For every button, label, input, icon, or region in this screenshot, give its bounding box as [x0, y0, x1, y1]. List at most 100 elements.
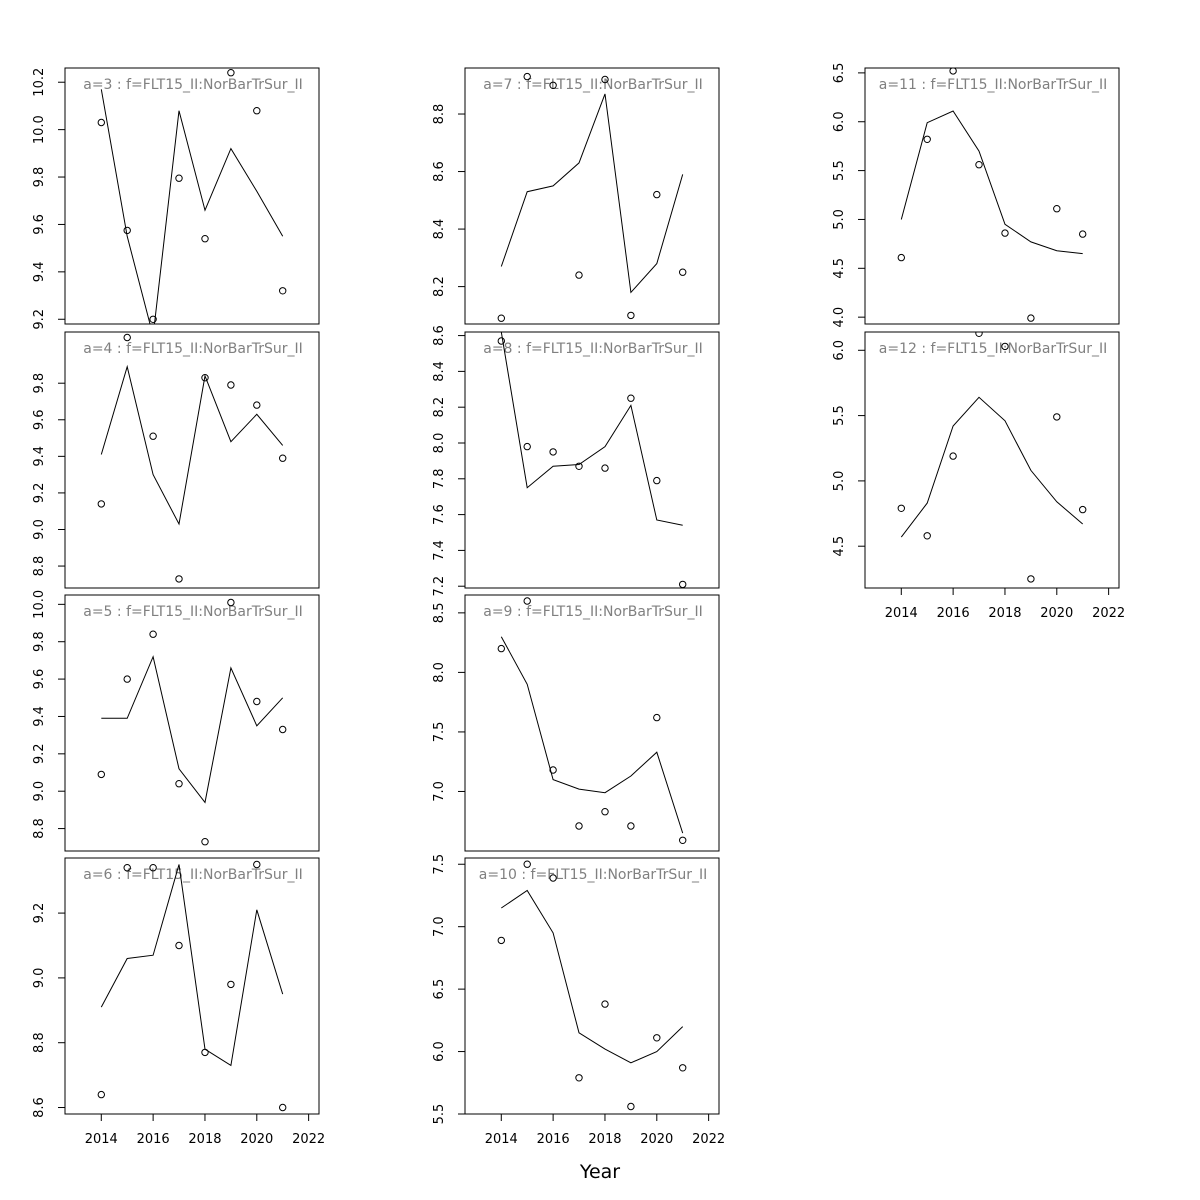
observed-point — [97, 118, 106, 127]
observed-point — [497, 644, 505, 653]
observed-point — [149, 315, 157, 323]
observed-point — [975, 332, 983, 337]
panel-frame — [464, 857, 720, 1115]
y-tick-label: 8.8 — [432, 104, 447, 125]
observed-point — [97, 1090, 106, 1099]
x-tick-label: 2016 — [937, 606, 970, 621]
y-tick-label: 10.0 — [32, 115, 47, 144]
panel-frame — [464, 67, 720, 325]
y-tick-label: 8.8 — [32, 818, 47, 839]
observed-point — [601, 75, 609, 84]
observed-point — [923, 532, 931, 540]
fitted-line — [500, 332, 683, 526]
fitted-line — [501, 889, 684, 1064]
observed-point — [627, 394, 635, 402]
y-tick-label: 8.5 — [432, 603, 447, 624]
y-tick-label: 9.0 — [32, 968, 47, 989]
panel-frame — [464, 594, 720, 852]
observed-point — [279, 287, 287, 295]
observed-point — [549, 874, 557, 882]
panel-a10: a=10 : f=FLT15_II:NorBarTrSur_II 5.5 6.0 6.… — [432, 854, 725, 1147]
y-tick-label: 9.6 — [32, 214, 47, 235]
observed-point — [949, 68, 957, 75]
y-tick-label: 9.2 — [32, 743, 47, 764]
x-tick-label: 2020 — [1040, 606, 1073, 621]
panel-title: a=11 : f=FLT15_II:NorBarTrSur_II — [879, 77, 1107, 93]
y-tick-label: 9.8 — [32, 631, 47, 652]
y-tick-label: 9.2 — [32, 903, 47, 924]
observed-point — [679, 268, 687, 276]
x-tick-label: 2022 — [692, 1132, 725, 1147]
observed-point — [1027, 314, 1035, 322]
y-tick-label: 8.6 — [432, 325, 447, 346]
observed-point — [253, 401, 261, 409]
panel-frame — [864, 331, 1120, 589]
observed-point — [523, 442, 531, 451]
y-tick-label: 7.4 — [432, 540, 447, 561]
observed-point — [279, 454, 287, 462]
panel-frame — [464, 331, 720, 589]
observed-point — [97, 500, 106, 508]
observed-point — [227, 69, 235, 77]
observed-point — [549, 81, 557, 90]
x-tick-label: 2014 — [885, 606, 918, 621]
y-tick-label: 10.0 — [32, 590, 47, 619]
panel-title: a=12 : f=FLT15_II:NorBarTrSur_II — [879, 341, 1107, 357]
fitted-line — [100, 864, 284, 1067]
observed-point — [653, 1034, 661, 1042]
panel-a12: a=12 : f=FLT15_II:NorBarTrSur_II 4.5 5.0 5.… — [832, 331, 1125, 621]
observed-point — [975, 161, 983, 169]
fitted-line — [100, 364, 284, 526]
y-tick-label: 9.6 — [32, 669, 47, 690]
observed-point — [497, 337, 505, 345]
x-tick-label: 2020 — [240, 1132, 273, 1147]
observed-point — [175, 575, 183, 583]
y-tick-label: 4.5 — [832, 258, 847, 279]
observed-point — [897, 504, 905, 512]
y-tick-label: 6.5 — [432, 979, 447, 1000]
observed-point — [175, 941, 183, 950]
panel-title: a=6 : f=FLT15_II:NorBarTrSur_II — [83, 867, 303, 883]
y-tick-label: 8.6 — [32, 1097, 47, 1118]
y-tick-label: 5.5 — [832, 160, 847, 181]
y-tick-label: 7.8 — [432, 468, 447, 489]
y-tick-label: 5.0 — [832, 209, 847, 230]
observed-point — [497, 314, 505, 322]
fitted-line — [500, 636, 684, 834]
observed-point — [97, 770, 106, 779]
observed-point — [123, 226, 131, 235]
panel-frame — [64, 331, 320, 589]
observed-point — [949, 452, 957, 460]
observed-point — [523, 597, 531, 605]
y-tick-label: 7.0 — [432, 916, 447, 937]
observed-point — [653, 190, 661, 199]
fitted-line — [900, 110, 1083, 255]
panel-frame — [64, 67, 320, 325]
x-tick-label: 2022 — [1092, 606, 1125, 621]
observed-point — [175, 174, 183, 182]
y-tick-label: 4.0 — [832, 307, 847, 328]
y-tick-label: 10.2 — [32, 68, 47, 97]
observed-point — [627, 1102, 635, 1111]
observed-point — [227, 598, 235, 607]
x-tick-label: 2022 — [292, 1132, 325, 1147]
panel-title: a=4 : f=FLT15_II:NorBarTrSur_II — [83, 341, 303, 357]
y-tick-label: 6.0 — [832, 340, 847, 361]
panel-frame — [64, 857, 320, 1115]
x-axis-title: Year — [579, 1161, 620, 1183]
panel-a9: a=9 : f=FLT15_II:NorBarTrSur_II 7.0 7.5 8.0… — [432, 594, 720, 852]
y-tick-label: 7.6 — [432, 504, 447, 525]
observed-point — [1053, 205, 1061, 213]
y-tick-label: 9.8 — [32, 373, 47, 394]
observed-point — [253, 860, 261, 869]
panel-a5: a=5 : f=FLT15_II:NorBarTrSur_II 8.8 9.0 9.2… — [32, 590, 320, 852]
x-tick-label: 2016 — [537, 1132, 570, 1147]
observed-point — [227, 980, 235, 989]
y-tick-label: 4.5 — [832, 536, 847, 557]
panel-a11: a=11 : f=FLT15_II:NorBarTrSur_II 4.0 4.5 5.… — [832, 63, 1120, 328]
y-tick-label: 8.2 — [432, 397, 447, 418]
observed-point — [575, 462, 583, 470]
observed-point — [201, 838, 209, 846]
observed-point — [601, 808, 609, 816]
observed-point — [549, 448, 557, 456]
